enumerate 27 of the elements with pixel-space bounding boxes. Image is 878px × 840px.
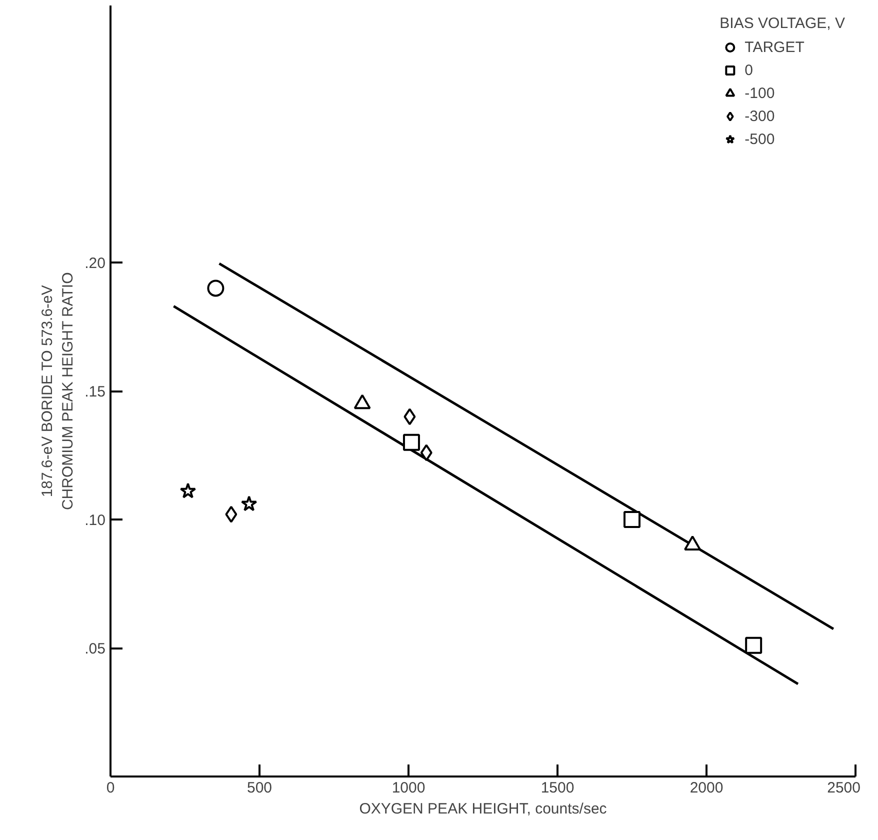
x-tick-label: 2000 [690,780,724,796]
point [240,496,258,512]
point [404,408,416,426]
legend-label: -300 [744,108,775,124]
x-tick-label: 500 [246,780,272,796]
point [180,482,196,498]
y-tick-label: .20 [84,255,106,272]
point [420,444,432,462]
x-tick-label: 1500 [540,780,574,796]
point [745,636,762,654]
x-axis-title: OXYGEN PEAK HEIGHT, counts/sec [359,800,608,818]
x-tick-label: 0 [106,780,115,796]
x-tick-label: 1000 [392,780,426,796]
y-tick-label: .05 [84,640,106,658]
legend-label: 0 [744,62,754,78]
point [225,506,238,523]
point [402,434,420,451]
point [624,511,640,528]
x-tick-label: 2500 [827,780,861,796]
legend-label: -100 [744,84,775,102]
legend-label: -500 [744,130,775,148]
legend-label: TARGET [744,38,804,56]
point [207,280,224,297]
legend-title: BIAS VOLTAGE, V [720,15,845,32]
y-axis-title: 187.6-eV BORIDE TO 573.6-eV CHROMIUM PEAK HEIGHT RATIO [39,272,77,510]
y-tick-label: .15 [84,384,106,400]
y-tick-label: .10 [84,512,106,529]
